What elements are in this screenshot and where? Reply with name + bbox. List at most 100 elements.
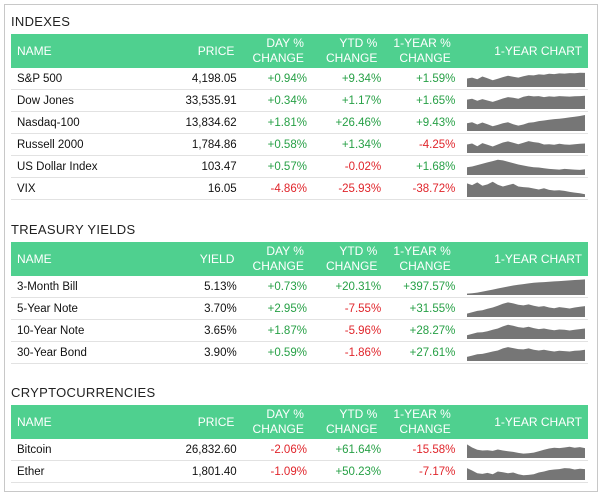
sparkline-area (467, 181, 586, 197)
column-header-ytd-change[interactable]: YTD % CHANGE (304, 242, 377, 276)
sparkline-chart (467, 347, 586, 361)
table-row[interactable]: 30-Year Bond 3.90% +0.59% -1.86% +27.61% (11, 342, 588, 364)
column-header-chart[interactable]: 1-YEAR CHART (494, 44, 582, 58)
value-cell: 33,535.91 (185, 94, 237, 107)
table-row[interactable]: Dow Jones 33,535.91 +0.34% +1.17% +1.65% (11, 90, 588, 112)
name-cell[interactable]: S&P 500 (17, 72, 63, 85)
sparkline-chart (467, 72, 586, 87)
column-header-ytd-change[interactable]: YTD % CHANGE (304, 34, 377, 68)
column-header-name[interactable]: NAME (17, 44, 52, 58)
column-header-ytd-change[interactable]: YTD % CHANGE (304, 405, 377, 439)
column-header-name[interactable]: NAME (17, 252, 52, 266)
column-header-day-change[interactable]: DAY % CHANGE (234, 242, 304, 276)
column-header-day-change[interactable]: DAY % CHANGE (234, 34, 304, 68)
sparkline-area (467, 95, 586, 109)
ytd-change-cell: -7.55% (344, 302, 382, 315)
column-header-value[interactable]: YIELD (199, 251, 235, 266)
column-header-name[interactable]: NAME (17, 415, 52, 429)
day-change-cell: +0.73% (267, 280, 307, 293)
year-change-cell: -15.58% (412, 443, 456, 456)
ytd-change-cell: +1.17% (341, 94, 382, 107)
ytd-change-cell: +20.31% (335, 280, 382, 293)
year-change-cell: -7.17% (418, 465, 456, 478)
chart-cell (455, 134, 588, 155)
table-row[interactable]: 10-Year Note 3.65% +1.87% -5.96% +28.27% (11, 320, 588, 342)
day-change-cell: +0.94% (267, 72, 307, 85)
section-title: TREASURY YIELDS (11, 222, 136, 237)
sparkline-chart (467, 181, 586, 197)
day-change-cell: +1.87% (267, 324, 307, 337)
sparkline-chart (467, 115, 586, 131)
name-cell[interactable]: VIX (17, 182, 36, 195)
sparkline-chart (467, 279, 586, 295)
name-cell[interactable]: 30-Year Bond (17, 346, 87, 359)
chart-cell (455, 320, 588, 341)
column-header-chart[interactable]: 1-YEAR CHART (494, 415, 582, 429)
column-header-day-change[interactable]: DAY % CHANGE (234, 405, 304, 439)
column-header-label: 1-YEAR % CHANGE (393, 36, 451, 65)
section-title: CRYPTOCURRENCIES (11, 385, 156, 400)
table-row[interactable]: Ether 1,801.40 -1.09% +50.23% -7.17% (11, 461, 588, 483)
chart-cell (455, 68, 588, 89)
table-header: NAME YIELD DAY % CHANGE YTD % CHANGE 1-YEAR % C… (11, 242, 588, 276)
name-cell[interactable]: Bitcoin (17, 443, 52, 456)
sparkline-chart (467, 95, 586, 109)
chart-cell (455, 178, 588, 199)
name-cell[interactable]: Nasdaq-100 (17, 116, 80, 129)
ytd-change-cell: -25.93% (338, 182, 382, 195)
section-indexes: INDEXES NAME PRICE DAY % CHANGE YTD % CHANGE 1-… (11, 13, 588, 200)
table-row[interactable]: Nasdaq-100 13,834.62 +1.81% +26.46% +9.43% (11, 112, 588, 134)
year-change-cell: +28.27% (409, 324, 456, 337)
table-row[interactable]: Russell 2000 1,784.86 +0.58% +1.34% -4.25% (11, 134, 588, 156)
day-change-cell: +2.95% (267, 302, 307, 315)
name-cell[interactable]: US Dollar Index (17, 160, 98, 173)
sparkline-area (467, 141, 586, 153)
section-title: INDEXES (11, 14, 71, 29)
name-cell[interactable]: Dow Jones (17, 94, 74, 107)
value-cell: 103.47 (201, 160, 237, 173)
chart-cell (455, 298, 588, 319)
value-cell: 16.05 (207, 182, 237, 195)
value-cell: 4,198.05 (191, 72, 237, 85)
column-header-value[interactable]: PRICE (197, 414, 235, 429)
day-change-cell: +0.57% (267, 160, 307, 173)
year-change-cell: +397.57% (403, 280, 456, 293)
table-row[interactable]: Bitcoin 26,832.60 -2.06% +61.64% -15.58% (11, 439, 588, 461)
ytd-change-cell: +61.64% (335, 443, 382, 456)
sparkline-chart (467, 302, 586, 317)
table-row[interactable]: S&P 500 4,198.05 +0.94% +9.34% +1.59% (11, 68, 588, 90)
table-row[interactable]: 3-Month Bill 5.13% +0.73% +20.31% +397.57% (11, 276, 588, 298)
chart-cell (455, 342, 588, 363)
column-header-label: DAY % CHANGE (252, 244, 304, 273)
column-header-label: YTD % CHANGE (325, 407, 378, 436)
column-header-chart[interactable]: 1-YEAR CHART (494, 252, 582, 266)
ytd-change-cell: -0.02% (344, 160, 382, 173)
chart-cell (455, 276, 588, 297)
column-header-year-change[interactable]: 1-YEAR % CHANGE (377, 405, 450, 439)
column-header-year-change[interactable]: 1-YEAR % CHANGE (377, 34, 450, 68)
sparkline-chart (467, 468, 586, 480)
name-cell[interactable]: 3-Month Bill (17, 280, 78, 293)
value-cell: 13,834.62 (185, 116, 237, 129)
section-cryptocurrencies: CRYPTOCURRENCIES NAME PRICE DAY % CHANGE YTD … (11, 384, 588, 483)
sparkline-chart (467, 324, 586, 339)
column-header-year-change[interactable]: 1-YEAR % CHANGE (377, 242, 450, 276)
year-change-cell: +1.59% (416, 72, 456, 85)
table-row[interactable]: US Dollar Index 103.47 +0.57% -0.02% +1.68% (11, 156, 588, 178)
sparkline-area (467, 444, 586, 458)
name-cell[interactable]: 10-Year Note (17, 324, 85, 337)
sparkline-chart (467, 444, 586, 458)
name-cell[interactable]: Ether (17, 465, 45, 478)
day-change-cell: +0.59% (267, 346, 307, 359)
name-cell[interactable]: 5-Year Note (17, 302, 78, 315)
table-row[interactable]: 5-Year Note 3.70% +2.95% -7.55% +31.55% (11, 298, 588, 320)
column-header-value[interactable]: PRICE (197, 43, 235, 58)
chart-cell (455, 156, 588, 177)
table-row[interactable]: VIX 16.05 -4.86% -25.93% -38.72% (11, 178, 588, 200)
name-cell[interactable]: Russell 2000 (17, 138, 84, 151)
sparkline-area (467, 302, 586, 317)
year-change-cell: +1.65% (416, 94, 456, 107)
sparkline-area (467, 347, 586, 361)
year-change-cell: -38.72% (412, 182, 456, 195)
table-header: NAME PRICE DAY % CHANGE YTD % CHANGE 1-YEAR % C… (11, 34, 588, 68)
